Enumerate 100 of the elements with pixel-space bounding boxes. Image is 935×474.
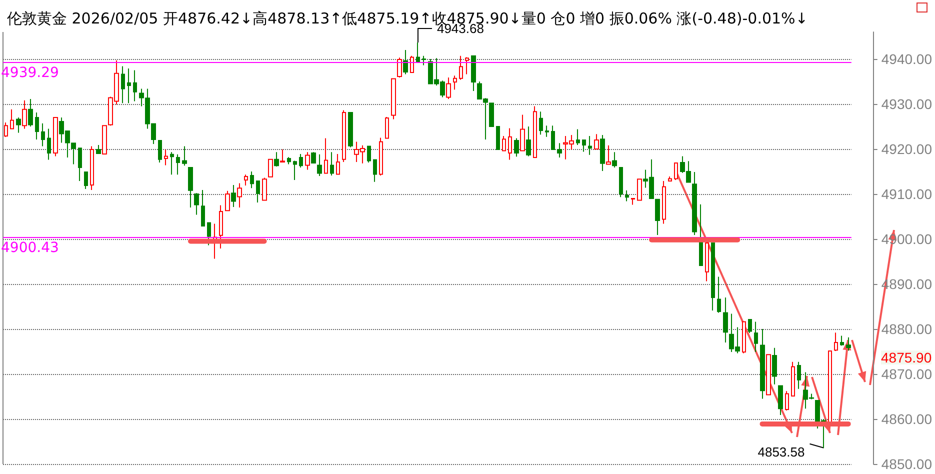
candlestick [526, 126, 531, 157]
candlestick [668, 176, 672, 182]
candlestick [785, 390, 789, 411]
candlestick [692, 171, 697, 236]
candlestick [502, 135, 506, 152]
candlestick [324, 138, 328, 174]
candlestick [840, 335, 844, 346]
candlestick [742, 321, 746, 354]
candlestick [16, 117, 21, 134]
y-tick-label: 4880.00 [881, 321, 932, 337]
candlestick [237, 182, 242, 208]
candlestick [846, 336, 851, 352]
candlestick [102, 125, 107, 155]
candlestick [90, 146, 94, 190]
candlestick [508, 128, 512, 160]
candlestick [41, 122, 45, 147]
y-tick-label: 4870.00 [881, 366, 932, 382]
candlestick [385, 116, 389, 139]
candlestick [367, 146, 371, 163]
candlestick [514, 138, 519, 158]
candlestick [459, 55, 463, 80]
candlestick [28, 98, 33, 127]
candlestick [305, 152, 310, 170]
candlestick [723, 297, 728, 343]
candlestick [317, 154, 322, 176]
candlestick [96, 144, 101, 154]
candlestick [201, 189, 205, 226]
candlestick [274, 152, 279, 168]
candlestick [791, 361, 795, 397]
candlestick [4, 122, 8, 138]
candlestick [287, 156, 291, 165]
candlestick [311, 152, 316, 164]
candlestick [121, 66, 125, 104]
candlestick [164, 148, 168, 166]
candlestick [594, 134, 599, 150]
candlestick [797, 361, 801, 390]
candlestick [299, 153, 303, 168]
y-tick-label: 4850.00 [881, 456, 932, 472]
candlestick [84, 171, 88, 190]
candlestick [625, 190, 629, 202]
candlestick [600, 134, 605, 172]
candlestick [748, 319, 752, 334]
candlestick [391, 78, 396, 120]
candlestick [655, 198, 660, 236]
candlestick [766, 354, 771, 396]
annotation: 4853.58 [758, 444, 805, 460]
candlestick [539, 111, 543, 136]
candlestick [342, 110, 346, 163]
candlestick [631, 198, 635, 206]
candlestick [336, 153, 340, 175]
candlestick [760, 328, 765, 400]
candlestick [619, 166, 623, 198]
candlestick [207, 222, 211, 246]
y-tick-label: 4930.00 [881, 96, 932, 112]
candlestick [637, 178, 642, 201]
candlestick [373, 159, 377, 182]
candlestick [754, 321, 758, 352]
candlestick [705, 242, 709, 282]
y-tick-label: 4920.00 [881, 141, 932, 157]
candlestick [293, 160, 297, 181]
candlestick [489, 102, 494, 127]
candlestick [453, 75, 457, 90]
candlestick [422, 55, 426, 66]
candlestick [262, 177, 267, 201]
candlestick [551, 125, 555, 150]
candlestick [10, 108, 14, 130]
candlestick [471, 55, 476, 92]
candlestick [778, 385, 783, 416]
candlestick [828, 350, 832, 424]
candlestick [446, 76, 451, 100]
candlestick [717, 276, 721, 314]
candlestick [606, 144, 611, 166]
candlestick [194, 192, 199, 216]
candlestick [711, 242, 715, 312]
candlestick [133, 70, 137, 102]
candlestick [176, 154, 180, 176]
candlestick [182, 146, 187, 166]
candlestick [35, 112, 39, 140]
candlestick [403, 50, 408, 75]
candlestick [256, 180, 260, 204]
candlestick [188, 166, 193, 208]
candlestick [834, 332, 838, 352]
y-tick-label: 4910.00 [881, 186, 932, 202]
candlestick [47, 128, 51, 160]
candlestick [772, 347, 777, 385]
candlestick [674, 162, 678, 181]
candlestick [127, 68, 131, 104]
candlestick [268, 158, 273, 178]
candlestick [225, 190, 230, 212]
candlestick [410, 55, 414, 74]
candlestick [219, 204, 223, 249]
candlestick [170, 152, 174, 176]
candlestick [662, 180, 666, 224]
candlestick [158, 140, 162, 163]
candlestick [533, 106, 537, 158]
ref-line-label: 4939.29 [1, 65, 59, 82]
candlestick [22, 100, 27, 130]
candlestick [496, 126, 500, 150]
y-tick-label: 4860.00 [881, 411, 932, 427]
candlestick [576, 128, 580, 146]
